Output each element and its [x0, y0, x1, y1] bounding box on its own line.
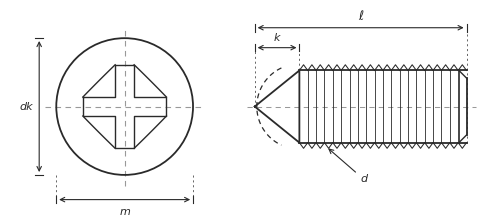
Text: m: m — [119, 207, 130, 217]
Text: dk: dk — [20, 102, 34, 112]
Text: k: k — [274, 33, 280, 43]
Text: ℓ: ℓ — [358, 10, 363, 23]
Text: d: d — [329, 149, 368, 184]
